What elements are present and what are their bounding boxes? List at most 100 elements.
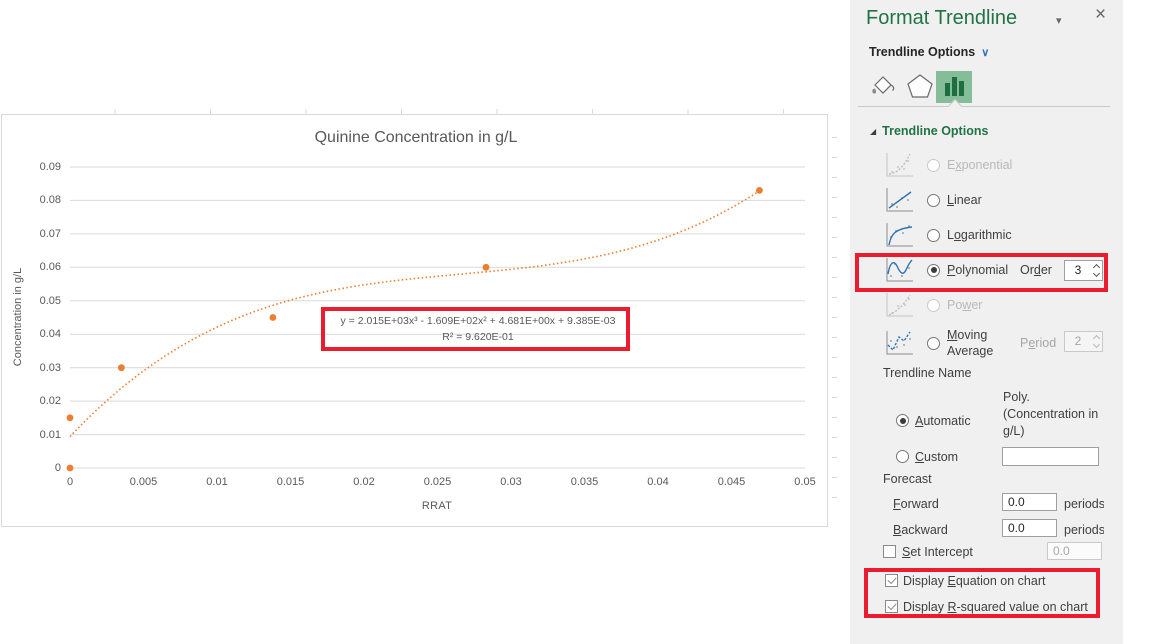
exponential-trendline-icon bbox=[884, 152, 914, 178]
option-row-linear: Linear bbox=[884, 185, 1116, 215]
trendline-name-heading: Trendline Name bbox=[883, 366, 972, 380]
moving-average-radio[interactable] bbox=[927, 336, 940, 350]
pentagon-icon bbox=[905, 72, 935, 103]
y-tick-label[interactable]: 0.03 bbox=[39, 361, 61, 374]
power-trendline-icon bbox=[884, 292, 914, 318]
x-axis-title[interactable]: RRAT bbox=[421, 500, 453, 512]
y-tick-label[interactable]: 0.01 bbox=[39, 428, 61, 441]
x-tick-label[interactable]: 0 bbox=[66, 476, 74, 488]
polynomial-radio[interactable] bbox=[927, 263, 940, 277]
x-tick-label[interactable]: 0.02 bbox=[353, 476, 375, 488]
display-r-squared-checkbox[interactable] bbox=[885, 600, 898, 613]
trendline-equation-label[interactable]: y = 2.015E+03x³ - 1.609E+02x² + 4.681E+0… bbox=[327, 313, 629, 345]
option-row-power: Power bbox=[884, 290, 1116, 320]
x-tick-label[interactable]: 0.015 bbox=[276, 476, 305, 488]
polynomial-label: Polynomial bbox=[947, 263, 1009, 277]
y-axis-title[interactable]: Concentration in g/L bbox=[12, 267, 24, 367]
worksheet-column-ticks bbox=[20, 109, 810, 114]
chart-object[interactable]: Quinine Concentration in g/L 0 0.005 0.01 0… bbox=[1, 114, 828, 527]
order-label: Order bbox=[1020, 263, 1052, 277]
pane-menu-chevron-down-icon[interactable]: ▾ bbox=[1056, 15, 1062, 27]
bar-chart-icon bbox=[936, 70, 973, 105]
order-spin-down[interactable] bbox=[1091, 270, 1102, 281]
backward-label: Backward bbox=[893, 523, 948, 537]
logarithmic-label: Logarithmic bbox=[947, 228, 1012, 242]
pane-title: Format Trendline bbox=[866, 7, 1018, 29]
exponential-label: Exponential bbox=[947, 158, 1013, 172]
y-tick-label[interactable]: 0.05 bbox=[39, 294, 61, 307]
y-tick-label[interactable]: 0.02 bbox=[39, 395, 61, 408]
linear-label: Linear bbox=[947, 193, 982, 207]
order-value: 3 bbox=[1074, 263, 1082, 277]
forward-label: Forward bbox=[893, 497, 939, 511]
data-point[interactable] bbox=[118, 364, 125, 372]
chevron-down-icon bbox=[1092, 341, 1101, 349]
exponential-radio[interactable] bbox=[927, 158, 940, 172]
x-tick-label[interactable]: 0.05 bbox=[794, 476, 816, 488]
chevron-down-icon bbox=[1092, 270, 1101, 278]
tab-fill-line[interactable] bbox=[864, 71, 900, 103]
set-intercept-checkbox[interactable] bbox=[883, 545, 896, 558]
power-label: Power bbox=[947, 298, 983, 312]
period-label: Period bbox=[1020, 336, 1057, 350]
section-trendline-options[interactable]: ◢ Trendline Options bbox=[870, 124, 989, 138]
linear-radio[interactable] bbox=[927, 193, 940, 207]
y-tick-label[interactable]: 0.04 bbox=[39, 328, 61, 341]
option-row-exponential: Exponential bbox=[884, 150, 1116, 180]
backward-input[interactable] bbox=[1002, 519, 1057, 537]
x-tick-label[interactable]: 0.03 bbox=[500, 476, 522, 488]
format-trendline-pane: Format Trendline ▾ × Trendline Options ∨ bbox=[850, 0, 1123, 644]
automatic-name-radio[interactable] bbox=[896, 414, 909, 427]
option-row-polynomial: Polynomial Order 3 bbox=[884, 255, 1116, 285]
pane-options-menu[interactable]: Trendline Options ∨ bbox=[869, 45, 990, 59]
custom-name-input[interactable] bbox=[1002, 447, 1099, 466]
chevron-down-icon: ∨ bbox=[981, 47, 990, 59]
moving-average-label: Moving Average bbox=[947, 327, 994, 358]
trendline[interactable] bbox=[69, 189, 762, 438]
display-r-squared-label: Display R-squared value on chart bbox=[903, 600, 1088, 614]
power-radio[interactable] bbox=[927, 298, 940, 312]
automatic-name-value: Poly. (Concentration in g/L) bbox=[1003, 390, 1099, 438]
y-tick-label[interactable]: 0.06 bbox=[39, 261, 61, 274]
display-equation-label: Display Equation on chart bbox=[903, 574, 1046, 588]
data-point[interactable] bbox=[269, 314, 277, 321]
data-point[interactable] bbox=[482, 263, 490, 271]
y-tick-label[interactable]: 0 bbox=[54, 462, 61, 474]
pane-divider bbox=[858, 106, 1110, 107]
backward-unit-label: periods bbox=[1064, 523, 1104, 537]
paint-bucket-icon bbox=[867, 72, 897, 103]
x-tick-label[interactable]: 0.005 bbox=[129, 476, 158, 488]
y-tick-label[interactable]: 0.08 bbox=[39, 194, 61, 207]
polynomial-trendline-icon bbox=[884, 257, 914, 283]
display-equation-checkbox[interactable] bbox=[885, 574, 898, 587]
data-point[interactable] bbox=[756, 187, 763, 194]
period-spinner: 2 bbox=[1064, 331, 1103, 352]
tab-effects[interactable] bbox=[902, 71, 938, 103]
x-tick-label[interactable]: 0.045 bbox=[717, 476, 746, 488]
tab-chart-options[interactable] bbox=[936, 71, 972, 103]
plot-area bbox=[66, 166, 805, 472]
order-spinner[interactable]: 3 bbox=[1064, 260, 1103, 281]
custom-name-radio[interactable] bbox=[896, 450, 909, 463]
data-point[interactable] bbox=[66, 414, 74, 422]
y-tick-label[interactable]: 0.09 bbox=[39, 161, 61, 173]
forward-input[interactable] bbox=[1002, 493, 1057, 511]
linear-trendline-icon bbox=[884, 187, 914, 213]
chart-title[interactable]: Quinine Concentration in g/L bbox=[314, 129, 518, 146]
set-intercept-label: Set Intercept bbox=[902, 545, 973, 559]
data-point[interactable] bbox=[66, 464, 74, 472]
forward-unit-label: periods bbox=[1064, 497, 1104, 511]
logarithmic-trendline-icon bbox=[884, 222, 914, 248]
x-tick-label[interactable]: 0.025 bbox=[423, 476, 452, 488]
moving-average-trendline-icon bbox=[884, 330, 914, 356]
period-value: 2 bbox=[1074, 334, 1082, 348]
forecast-heading: Forecast bbox=[883, 472, 932, 486]
y-tick-label[interactable]: 0.07 bbox=[39, 227, 61, 240]
x-tick-label[interactable]: 0.035 bbox=[570, 476, 599, 488]
x-tick-label[interactable]: 0.04 bbox=[647, 476, 669, 488]
worksheet-row-ticks bbox=[832, 118, 837, 514]
period-spin-down bbox=[1091, 341, 1102, 352]
logarithmic-radio[interactable] bbox=[927, 228, 940, 242]
pane-close-icon[interactable]: × bbox=[1095, 4, 1107, 25]
x-tick-label[interactable]: 0.01 bbox=[206, 476, 228, 488]
